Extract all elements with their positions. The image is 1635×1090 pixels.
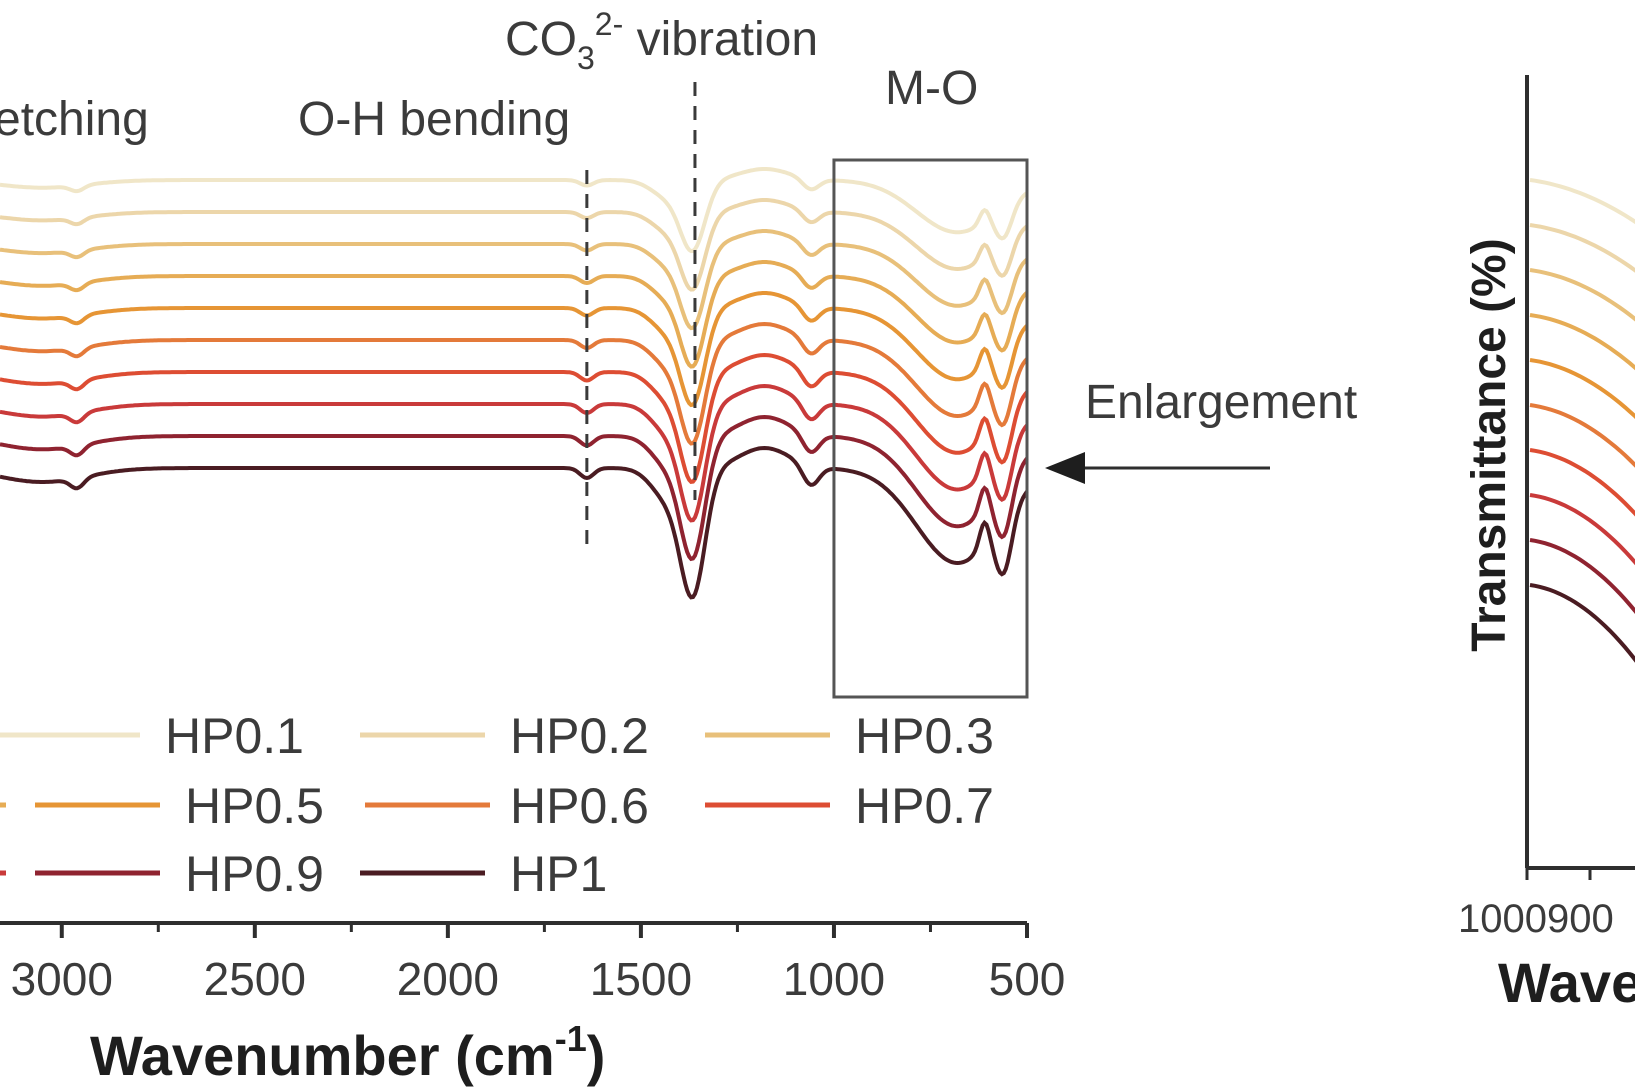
inset-series-line (1529, 583, 1635, 663)
x-tick-label: 2000 (397, 953, 499, 1005)
legend-label: HP0.9 (185, 846, 324, 902)
legend-label: HP0.6 (510, 778, 649, 834)
co3-subscript: 3 (577, 40, 595, 76)
x-tick-label: 1500 (590, 953, 692, 1005)
series-line-hp0-8 (0, 383, 1029, 523)
co3-superscript: 2- (595, 6, 623, 42)
legend-label: HP1 (510, 846, 607, 902)
legend-label: HP0.2 (510, 708, 649, 764)
inset-series-line (1529, 268, 1635, 322)
mo-region-box (832, 158, 1029, 699)
x-axis-label-superscript: -1 (555, 1018, 587, 1059)
series-line-hp1 (0, 445, 1029, 600)
x-tick-label: 1000 (783, 953, 885, 1005)
inset-series-line (1529, 538, 1635, 614)
series-line-hp0-2 (0, 198, 1029, 292)
inset-series-line (1529, 178, 1635, 225)
co3-suffix: vibration (623, 13, 818, 66)
series-line-hp0-1 (0, 167, 1029, 254)
inset-series-line (1529, 358, 1635, 419)
series-line-hp0-4 (0, 260, 1029, 369)
inset-y-axis-label: Transmittance (%) (1463, 238, 1516, 651)
series-line-hp0-9 (0, 414, 1029, 562)
inset-series-line (1529, 448, 1635, 517)
x-axis-label-end: ) (587, 1024, 606, 1087)
legend-label: HP0.7 (855, 778, 994, 834)
inset-series-line (1529, 313, 1635, 371)
x-axis-label: Wavenumber (cm-1) (90, 1018, 605, 1087)
co3-prefix: CO (505, 13, 577, 66)
main-panel: etching O-H bending CO32- vibration M-O … (0, 6, 1357, 1087)
inset-series-line (1529, 493, 1635, 566)
x-tick-label: 3000 (11, 953, 113, 1005)
legend-label: HP0.1 (165, 708, 304, 764)
x-ticks: 3000 2500 2000 1500 1000 500 (11, 923, 1066, 1005)
inset-series-line (1529, 403, 1635, 468)
legend-label: HP0.3 (855, 708, 994, 764)
inset-panel: Transmittance (%) 1000900 Wave (1458, 75, 1635, 1014)
inset-x-tick-labels: 1000900 (1458, 897, 1614, 941)
series-line-hp0-6 (0, 321, 1029, 446)
inset-series-line (1529, 223, 1635, 273)
series-line-hp0-7 (0, 352, 1029, 485)
legend: HP0.1 HP0.2 HP0.3 HP0.5 HP0.6 HP0.7 HP0.9 HP1 (0, 708, 994, 902)
series-line-hp0-3 (0, 229, 1029, 331)
oh-stretching-annotation: etching (0, 93, 149, 146)
inset-x-axis-label: Wave (1498, 951, 1635, 1014)
enlargement-annotation: Enlargement (1085, 376, 1357, 429)
series-line-hp0-5 (0, 291, 1029, 408)
mo-annotation: M-O (885, 62, 978, 115)
series-layer (0, 167, 1029, 600)
x-tick-label: 2500 (204, 953, 306, 1005)
x-axis-label-main: Wavenumber (cm (90, 1024, 555, 1087)
enlargement-arrow-head (1045, 452, 1085, 484)
legend-label: HP0.5 (185, 778, 324, 834)
oh-bending-annotation: O-H bending (298, 93, 570, 146)
inset-series-layer (1529, 178, 1635, 663)
co3-vibration-annotation: CO32- vibration (505, 6, 818, 76)
x-tick-label: 500 (989, 953, 1066, 1005)
